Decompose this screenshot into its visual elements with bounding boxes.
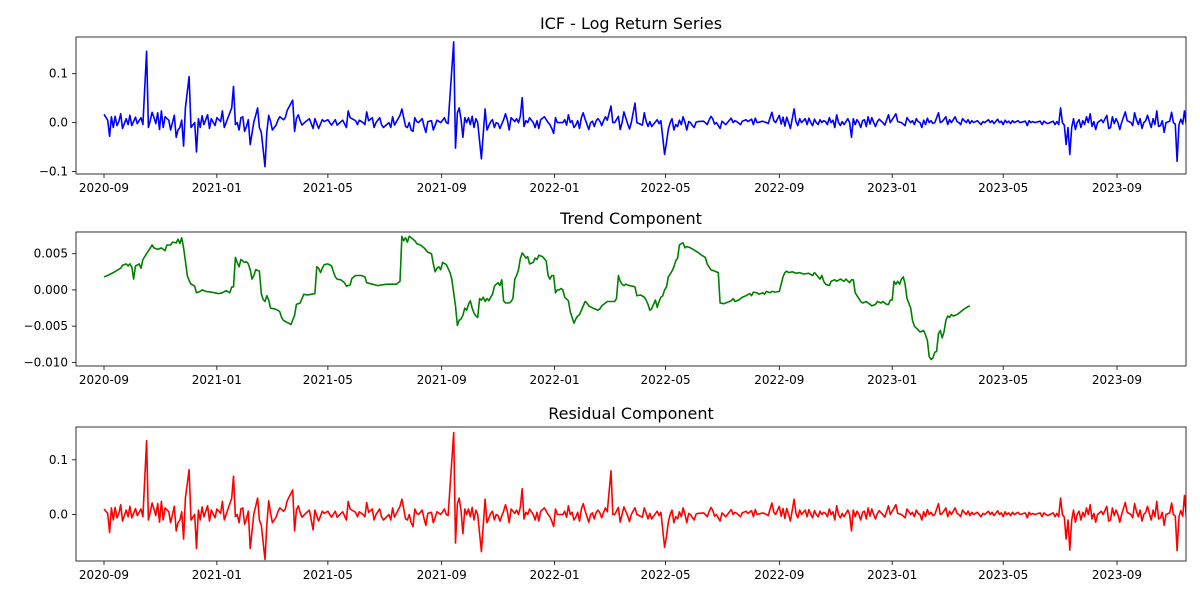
x-tick-label: 2021-09 [417,568,467,582]
x-tick-label: 2023-01 [867,181,917,195]
panel-title: Trend Component [559,209,702,228]
y-tick-label: 0.1 [49,453,68,467]
panel-title: ICF - Log Return Series [540,14,722,33]
x-tick-label: 2020-09 [79,181,129,195]
panel-title: Residual Component [548,404,714,423]
axes-frame [75,36,1187,175]
x-tick-label: 2022-09 [754,181,804,195]
y-tick-label: 0.0 [49,508,68,522]
series-line [103,431,1186,561]
x-tick-label: 2022-05 [640,181,690,195]
x-tick-label: 2023-05 [978,373,1028,387]
x-tick-label: 2022-01 [529,181,579,195]
x-tick-label: 2021-01 [192,181,242,195]
x-tick-label: 2022-05 [640,568,690,582]
x-tick-label: 2022-09 [754,373,804,387]
panel-3: Residual Component 0.1 0.0 2020-09 2021-01 20… [49,404,1187,582]
x-tick-label: 2021-05 [303,568,353,582]
x-tick-label: 2023-09 [1092,568,1142,582]
y-tick-label: −0.005 [24,319,68,333]
y-tick-label: −0.010 [24,355,68,369]
x-tick-label: 2023-09 [1092,181,1142,195]
x-tick-label: 2021-05 [303,181,353,195]
x-tick-label: 2023-01 [867,568,917,582]
x-tick-label: 2020-09 [79,373,129,387]
x-tick-label: 2021-09 [417,373,467,387]
y-tick-label: 0.000 [34,283,68,297]
series-line [103,235,971,361]
x-tick-label: 2023-05 [978,568,1028,582]
x-tick-label: 2022-09 [754,568,804,582]
x-tick-label: 2023-01 [867,373,917,387]
x-tick-label: 2022-01 [529,568,579,582]
axes-frame [75,426,1187,562]
x-tick-label: 2022-05 [640,373,690,387]
x-tick-label: 2021-01 [192,568,242,582]
x-tick-label: 2020-09 [79,568,129,582]
x-tick-label: 2021-09 [417,181,467,195]
series-line [103,41,1186,168]
x-tick-label: 2023-09 [1092,373,1142,387]
panel-1: ICF - Log Return Series 0.1 0.0 −0.1 2020-09… [39,14,1187,195]
y-tick-label: −0.1 [39,165,68,179]
y-tick-label: 0.1 [49,67,68,81]
x-tick-label: 2022-01 [529,373,579,387]
x-tick-label: 2021-05 [303,373,353,387]
axes-frame [75,231,1187,367]
y-tick-label: 0.005 [34,247,68,261]
x-tick-label: 2021-01 [192,373,242,387]
x-tick-label: 2023-05 [978,181,1028,195]
y-tick-label: 0.0 [49,116,68,130]
panel-2: Trend Component 0.005 0.000 −0.005 −0.010 202… [24,209,1187,387]
